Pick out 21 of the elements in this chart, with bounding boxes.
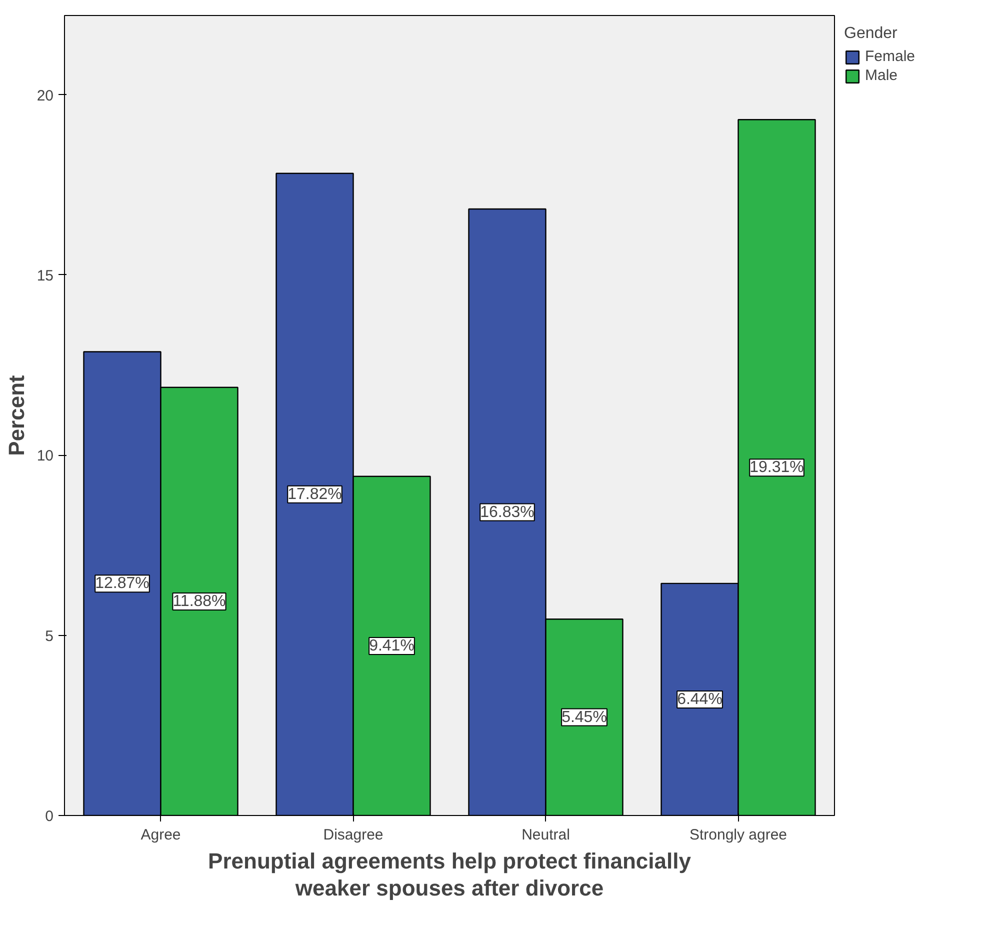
legend-title: Gender bbox=[844, 25, 898, 43]
legend-label: Male bbox=[865, 67, 898, 84]
data-label: 6.44% bbox=[677, 690, 722, 708]
y-tick-label: 20 bbox=[36, 87, 54, 104]
x-tick-label: Disagree bbox=[323, 826, 384, 844]
y-tick-label: 10 bbox=[36, 448, 54, 465]
x-axis-title: Prenuptial agreements help protect financially weaker spouses after divorce bbox=[208, 848, 692, 900]
legend-label: Female bbox=[865, 48, 916, 65]
data-label: 12.87% bbox=[95, 575, 150, 592]
y-tick-label: 15 bbox=[36, 267, 54, 284]
data-label: 17.82% bbox=[288, 486, 342, 503]
y-tick-label: 0 bbox=[45, 808, 54, 825]
y-tick-label: 5 bbox=[45, 628, 54, 645]
x-tick-label: Agree bbox=[140, 826, 181, 844]
y-axis-title: Percent bbox=[4, 374, 29, 456]
data-label: 16.83% bbox=[480, 504, 534, 521]
data-label: 5.45% bbox=[562, 708, 607, 726]
x-tick-label: Strongly agree bbox=[689, 826, 788, 844]
data-label: 9.41% bbox=[369, 637, 414, 654]
data-label: 19.31% bbox=[750, 459, 804, 476]
x-tick-label: Neutral bbox=[522, 826, 570, 844]
